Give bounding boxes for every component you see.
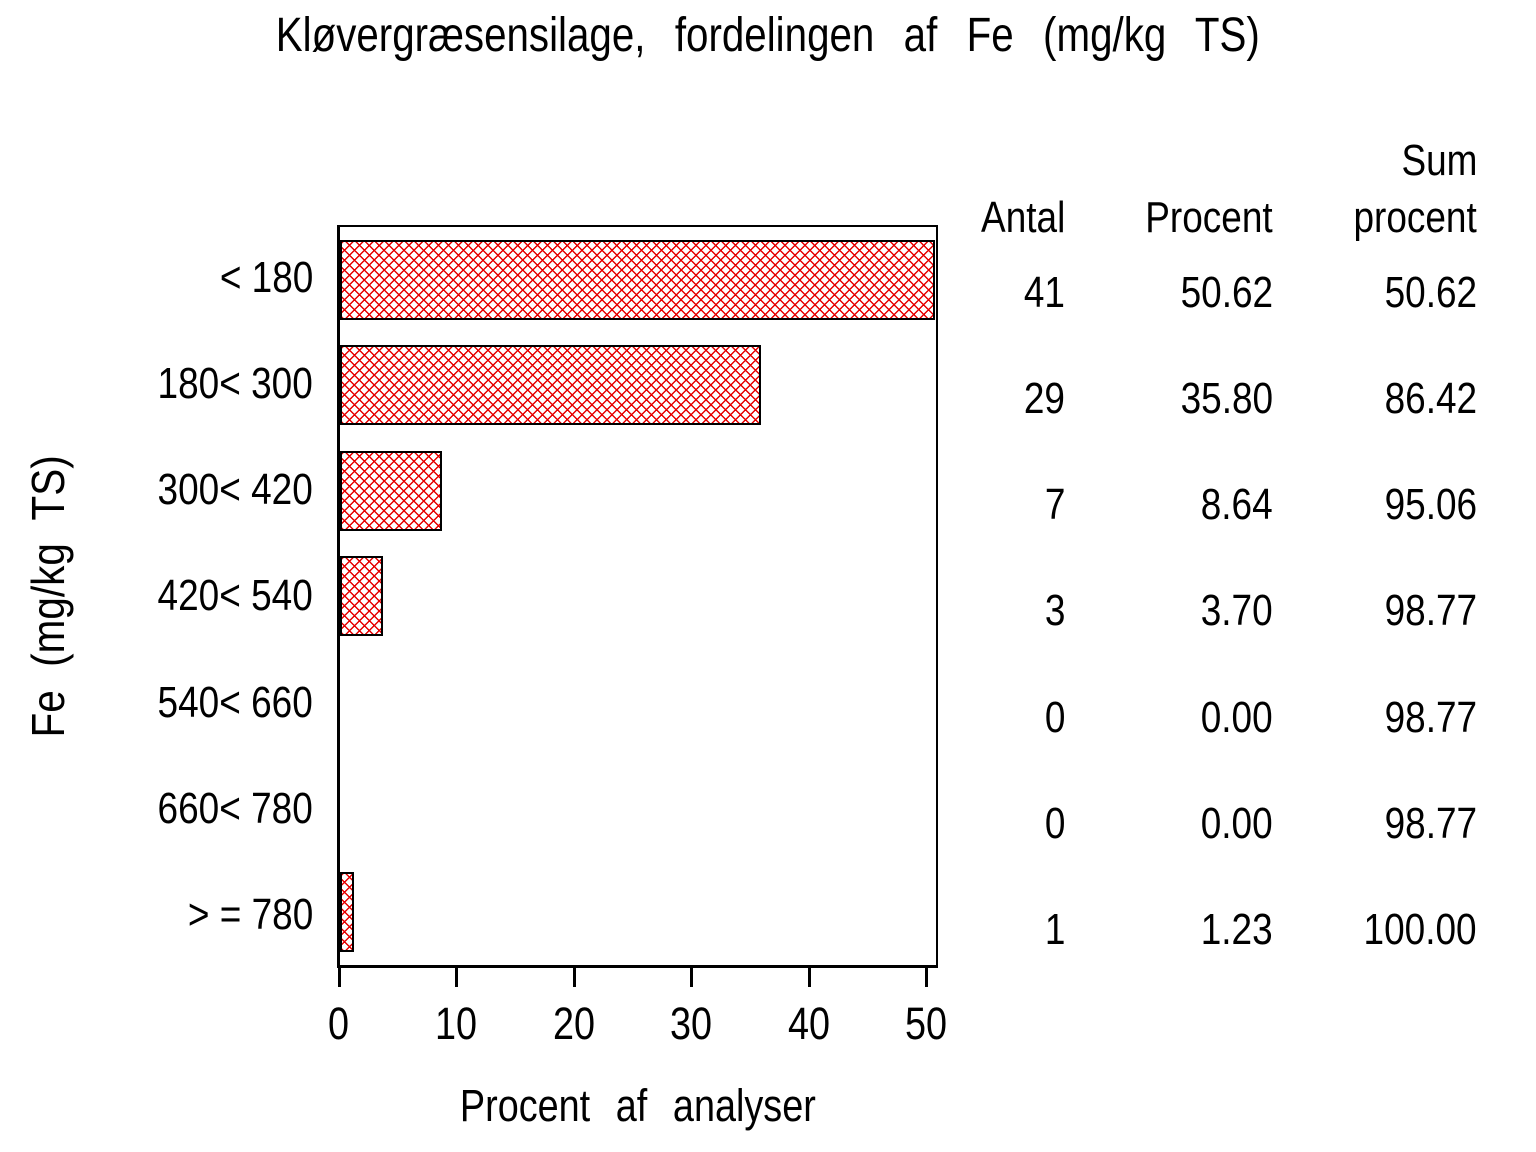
bar-slot [340,860,936,965]
x-tick [572,968,576,987]
bar-slot [340,543,936,648]
cell-procent: 35.80 [1180,374,1273,424]
stat-table-rows: 41 50.62 50.62 29 35.80 86.42 7 8.64 95.… [950,225,1477,968]
cell-antal: 0 [1044,798,1065,848]
category-label: 660< 780 [157,783,313,833]
cell-procent: 3.70 [1201,586,1273,636]
cell-procent: 0.00 [1201,798,1273,848]
x-axis-ticks [337,968,938,988]
x-axis-title-text: Procent af analyser [459,1080,816,1131]
x-tick [690,968,693,987]
cell-antal: 3 [1044,586,1065,636]
bar [340,872,355,953]
bar-slot [340,227,936,332]
x-tick [925,968,928,987]
cell-sum-procent: 98.77 [1384,586,1477,636]
x-axis-tick-labels: 0 10 20 30 40 50 [328,998,947,1049]
bar [340,345,761,426]
cell-procent: 0.00 [1201,692,1273,742]
cell-sum-procent: 98.77 [1384,798,1477,848]
table-row: 7 8.64 95.06 [950,437,1477,543]
bar-slot [340,649,936,754]
x-tick-label: 0 [328,998,350,1049]
table-row: 41 50.62 50.62 [950,225,1477,331]
cell-procent: 8.64 [1201,480,1273,530]
bar [340,450,442,531]
category-label: 300< 420 [157,465,313,515]
header-antal: Antal [980,192,1065,242]
x-tick-label: 30 [670,998,713,1049]
category-label: < 180 [219,253,313,303]
cell-antal: 0 [1044,692,1065,742]
chart-title: Kløvergræsensilage, fordelingen af Fe (m… [0,8,1536,63]
category-label: 420< 540 [157,571,313,621]
cell-sum-procent: 50.62 [1384,268,1477,318]
stat-table-header: Antal Procent Sum procent [950,128,1477,246]
cell-antal: 1 [1044,904,1065,954]
table-row: 0 0.00 98.77 [950,756,1477,862]
bar-slot [340,332,936,437]
cell-sum-procent: 95.06 [1384,480,1477,530]
header-sum-procent: Sum procent [1353,136,1477,242]
category-label: 180< 300 [157,359,313,409]
cell-procent: 1.23 [1201,904,1273,954]
cell-sum-procent: 100.00 [1363,904,1477,954]
x-tick [337,968,341,987]
chart-title-text: Kløvergræsensilage, fordelingen af Fe (m… [275,9,1261,62]
x-tick-label: 20 [552,998,596,1049]
table-row: 1 1.23 100.00 [950,862,1477,968]
bar-slot [340,754,936,859]
bar [340,555,384,636]
header-procent: Procent [1145,192,1273,242]
cell-antal: 29 [1023,374,1065,424]
x-axis-title: Procent af analyser [287,1080,988,1132]
cell-antal: 41 [1023,268,1065,318]
table-row: 29 35.80 86.42 [950,331,1477,437]
y-axis-category-labels: < 180 180< 300 300< 420 420< 540 540< 66… [0,225,313,968]
x-tick [807,968,811,987]
table-row: 3 3.70 98.77 [950,543,1477,649]
table-row: 0 0.00 98.77 [950,650,1477,756]
x-tick-label: 50 [905,998,948,1049]
cell-sum-procent: 86.42 [1384,374,1477,424]
x-tick [455,968,458,987]
cell-sum-procent: 98.77 [1384,692,1477,742]
bar [340,239,935,320]
x-tick-label: 10 [435,998,478,1049]
plot-area [337,225,938,968]
cell-procent: 50.62 [1180,268,1273,318]
x-tick-label: 40 [787,998,831,1049]
category-label: 540< 660 [157,677,313,727]
category-label: > = 780 [187,889,313,939]
cell-antal: 7 [1044,480,1065,530]
bar-slot [340,438,936,543]
